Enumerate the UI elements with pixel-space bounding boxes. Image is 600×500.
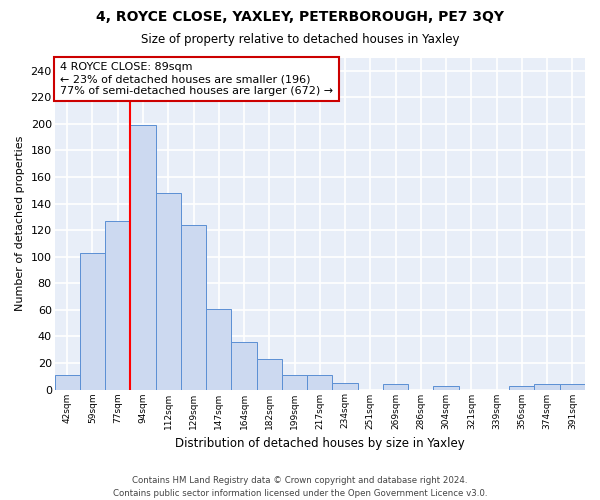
Bar — [232, 342, 257, 390]
Bar — [535, 384, 560, 390]
Bar — [257, 359, 282, 390]
Y-axis label: Number of detached properties: Number of detached properties — [15, 136, 25, 311]
Bar — [206, 308, 232, 390]
Bar — [307, 375, 332, 390]
Text: Size of property relative to detached houses in Yaxley: Size of property relative to detached ho… — [141, 32, 459, 46]
Bar — [433, 386, 459, 390]
Bar — [130, 125, 155, 390]
Bar — [282, 375, 307, 390]
Text: 4, ROYCE CLOSE, YAXLEY, PETERBOROUGH, PE7 3QY: 4, ROYCE CLOSE, YAXLEY, PETERBOROUGH, PE… — [96, 10, 504, 24]
X-axis label: Distribution of detached houses by size in Yaxley: Distribution of detached houses by size … — [175, 437, 464, 450]
Bar — [383, 384, 408, 390]
Text: 4 ROYCE CLOSE: 89sqm
← 23% of detached houses are smaller (196)
77% of semi-deta: 4 ROYCE CLOSE: 89sqm ← 23% of detached h… — [60, 62, 333, 96]
Bar — [181, 225, 206, 390]
Bar — [509, 386, 535, 390]
Text: Contains HM Land Registry data © Crown copyright and database right 2024.
Contai: Contains HM Land Registry data © Crown c… — [113, 476, 487, 498]
Bar — [55, 375, 80, 390]
Bar — [560, 384, 585, 390]
Bar — [105, 221, 130, 390]
Bar — [155, 193, 181, 390]
Bar — [332, 383, 358, 390]
Bar — [80, 252, 105, 390]
